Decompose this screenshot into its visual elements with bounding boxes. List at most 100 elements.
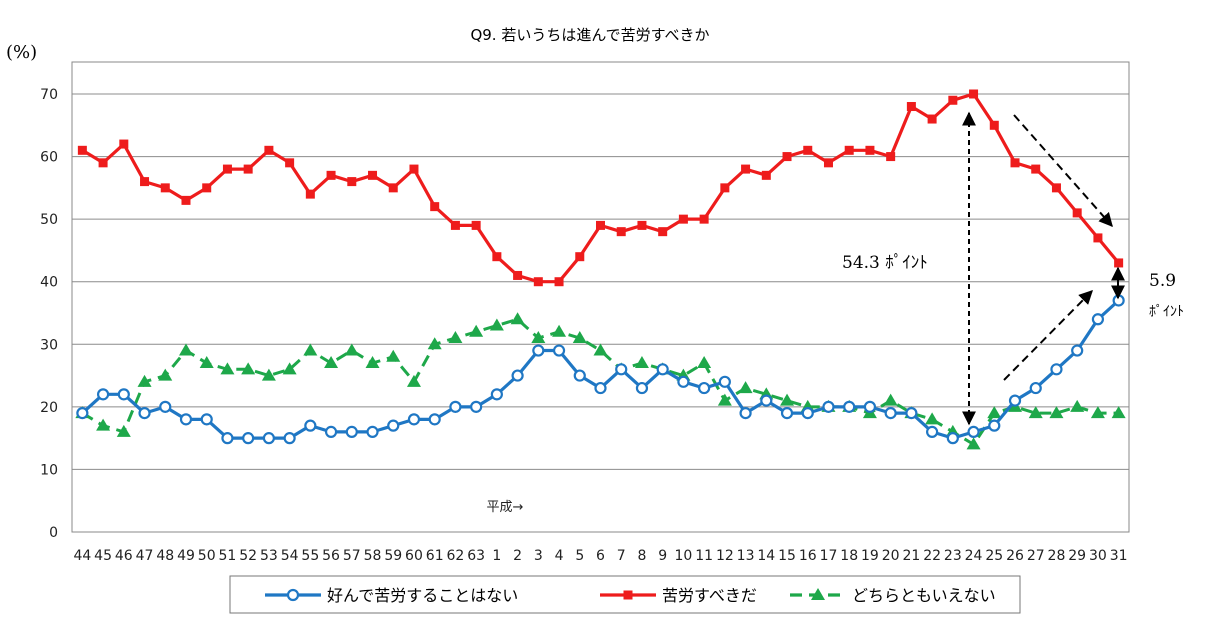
data-point <box>823 158 833 168</box>
chart-title: Q9. 若いうちは進んで苦労すべきか <box>470 26 709 44</box>
x-tick-label: 28 <box>1048 548 1066 564</box>
data-point <box>448 331 463 344</box>
data-point <box>883 393 898 406</box>
x-tick-label: 20 <box>882 548 900 564</box>
data-point <box>572 331 587 344</box>
data-point <box>283 432 296 445</box>
data-point <box>1071 344 1084 357</box>
data-point <box>140 177 150 187</box>
data-point <box>1049 406 1064 419</box>
x-tick-label: 51 <box>219 548 237 564</box>
data-point <box>803 145 813 155</box>
data-point <box>738 381 753 394</box>
data-point <box>138 407 151 420</box>
data-point <box>658 227 668 237</box>
x-tick-label: 30 <box>1089 548 1107 564</box>
y-tick-label: 70 <box>40 87 58 103</box>
y-tick-label: 0 <box>49 525 58 541</box>
era-marker: 平成→ <box>487 500 524 515</box>
data-point <box>264 145 274 155</box>
series-line <box>81 92 1120 284</box>
data-point <box>221 432 234 445</box>
data-point <box>697 356 712 369</box>
legend-swatch-marker <box>286 588 300 602</box>
data-point <box>1029 381 1042 395</box>
data-point <box>344 343 359 356</box>
data-point <box>593 343 608 356</box>
x-tick-label: 48 <box>156 548 174 564</box>
data-point <box>324 356 339 369</box>
data-point <box>718 375 731 388</box>
data-point <box>596 220 605 230</box>
data-point <box>532 344 545 357</box>
data-point <box>470 400 483 413</box>
annotation-arrow-rise <box>1003 290 1093 381</box>
data-point <box>77 145 87 155</box>
y-tick-label: 30 <box>40 337 58 353</box>
data-point <box>285 158 295 168</box>
data-point <box>1093 233 1103 243</box>
data-point <box>119 139 129 149</box>
data-point <box>677 375 690 388</box>
data-point <box>490 388 503 401</box>
y-tick-label: 10 <box>40 462 58 478</box>
data-point <box>948 95 958 105</box>
data-point <box>969 89 979 99</box>
data-point <box>178 343 193 356</box>
x-axis-ticks: 44 45 46 47 48 49 50 51 52 53 54 55 56 57 58 59 60 61 62 63… <box>73 548 1127 564</box>
x-tick-label: 26 <box>1006 548 1024 564</box>
data-point <box>635 381 649 395</box>
data-point <box>926 425 939 438</box>
y-tick-label: 20 <box>40 400 58 416</box>
data-point <box>242 432 255 445</box>
data-point <box>117 388 130 401</box>
data-point <box>326 170 336 180</box>
annotation-5-9: 5.9 <box>1149 271 1176 291</box>
data-point <box>1008 394 1022 407</box>
x-tick-label: 10 <box>674 548 692 564</box>
data-point <box>158 368 173 381</box>
data-point <box>906 102 916 112</box>
legend-swatch-marker <box>623 590 633 600</box>
data-point <box>615 363 628 376</box>
data-point <box>427 337 442 350</box>
series-line <box>81 317 1119 446</box>
series-circle <box>76 294 1125 445</box>
data-point <box>202 183 212 193</box>
legend-label: 苦労すべきだ <box>662 586 757 605</box>
data-point <box>616 227 626 237</box>
x-tick-label: 19 <box>861 548 879 564</box>
data-point <box>699 214 709 224</box>
data-point <box>160 183 170 193</box>
data-point <box>1111 406 1126 419</box>
x-tick-label: 60 <box>405 548 423 564</box>
data-point <box>1050 363 1063 376</box>
x-tick-label: 53 <box>260 548 278 564</box>
data-point <box>531 331 546 344</box>
data-point <box>552 324 567 337</box>
x-tick-label: 25 <box>985 548 1003 564</box>
data-point <box>594 381 607 395</box>
data-point <box>801 407 814 420</box>
data-point <box>469 324 484 337</box>
data-point <box>513 270 523 280</box>
data-point <box>1031 164 1041 174</box>
gridlines <box>72 93 1129 470</box>
plot-frame <box>71 61 1130 533</box>
data-point <box>76 407 89 420</box>
data-point <box>388 183 398 193</box>
data-point <box>741 164 751 174</box>
data-point <box>554 277 564 287</box>
x-tick-label: 61 <box>426 548 444 564</box>
data-point <box>946 432 959 445</box>
x-tick-label: 16 <box>799 548 817 564</box>
data-point <box>511 369 524 382</box>
x-tick-label: 49 <box>177 548 195 564</box>
data-point <box>347 177 357 187</box>
y-axis-unit: (%) <box>6 42 37 63</box>
x-tick-label: 46 <box>115 548 133 564</box>
data-point <box>987 406 1002 419</box>
data-point <box>637 220 647 230</box>
x-tick-label: 11 <box>695 548 713 564</box>
data-point <box>1090 406 1105 419</box>
